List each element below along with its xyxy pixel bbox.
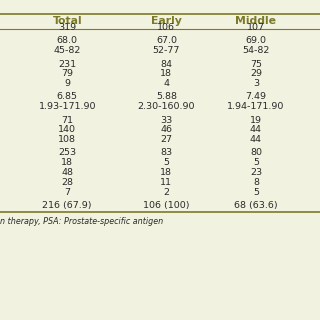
Text: 106: 106 <box>157 23 175 32</box>
Text: Early: Early <box>151 16 182 27</box>
Text: 27: 27 <box>160 135 172 144</box>
Text: 7: 7 <box>64 188 70 197</box>
Text: 54-82: 54-82 <box>242 46 270 55</box>
Text: 231: 231 <box>58 60 76 68</box>
Text: 48: 48 <box>61 168 73 177</box>
Text: 71: 71 <box>61 116 73 124</box>
Text: 11: 11 <box>160 178 172 187</box>
Text: 84: 84 <box>160 60 172 68</box>
Text: 28: 28 <box>61 178 73 187</box>
Text: 216 (67.9): 216 (67.9) <box>43 201 92 210</box>
Text: n therapy, PSA: Prostate-specific antigen: n therapy, PSA: Prostate-specific antige… <box>0 217 163 226</box>
Text: 18: 18 <box>160 69 172 78</box>
Text: 2.30-160.90: 2.30-160.90 <box>138 102 195 111</box>
Text: 44: 44 <box>250 125 262 134</box>
Text: 5: 5 <box>253 188 259 197</box>
Text: 108: 108 <box>58 135 76 144</box>
Text: 45-82: 45-82 <box>53 46 81 55</box>
Text: 2: 2 <box>164 188 169 197</box>
Text: 8: 8 <box>253 178 259 187</box>
Text: 9: 9 <box>64 79 70 88</box>
Text: 68 (63.6): 68 (63.6) <box>234 201 278 210</box>
Text: 5.88: 5.88 <box>156 92 177 101</box>
Text: 33: 33 <box>160 116 172 124</box>
Text: 52-77: 52-77 <box>153 46 180 55</box>
Text: 5: 5 <box>253 158 259 167</box>
Text: 4: 4 <box>164 79 169 88</box>
Text: 1.93-171.90: 1.93-171.90 <box>38 102 96 111</box>
Text: 29: 29 <box>250 69 262 78</box>
Text: 107: 107 <box>247 23 265 32</box>
Text: 46: 46 <box>160 125 172 134</box>
Text: 1.94-171.90: 1.94-171.90 <box>227 102 285 111</box>
Text: 253: 253 <box>58 148 76 157</box>
Text: 3: 3 <box>253 79 259 88</box>
Text: 6.85: 6.85 <box>57 92 78 101</box>
Text: 319: 319 <box>58 23 76 32</box>
Text: 106 (100): 106 (100) <box>143 201 190 210</box>
Text: 83: 83 <box>160 148 172 157</box>
Text: 7.49: 7.49 <box>245 92 267 101</box>
Text: 69.0: 69.0 <box>245 36 267 45</box>
Text: 67.0: 67.0 <box>156 36 177 45</box>
Text: 75: 75 <box>250 60 262 68</box>
Text: 68.0: 68.0 <box>57 36 78 45</box>
Text: 44: 44 <box>250 135 262 144</box>
Text: 140: 140 <box>58 125 76 134</box>
Text: 23: 23 <box>250 168 262 177</box>
Text: Total: Total <box>52 16 82 27</box>
Text: 18: 18 <box>160 168 172 177</box>
Text: Middle: Middle <box>236 16 276 27</box>
Text: 5: 5 <box>164 158 169 167</box>
Text: 18: 18 <box>61 158 73 167</box>
Text: 19: 19 <box>250 116 262 124</box>
Text: 79: 79 <box>61 69 73 78</box>
Text: 80: 80 <box>250 148 262 157</box>
